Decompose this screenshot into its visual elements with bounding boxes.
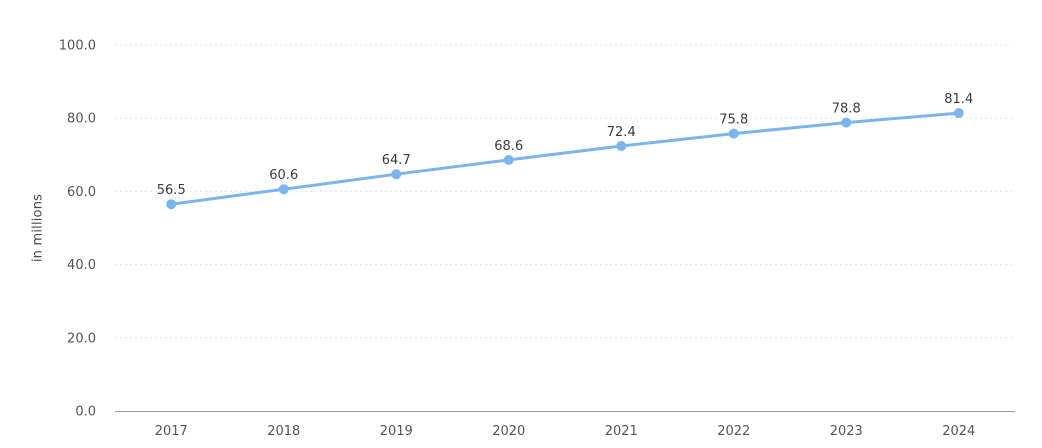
x-tick-label: 2022 [717,424,750,439]
y-tick-label: 60.0 [67,185,96,200]
x-tick-label: 2020 [492,424,525,439]
series-layer [166,108,964,210]
y-tick-label: 100.0 [59,39,96,54]
x-tick-label: 2019 [380,424,413,439]
data-label: 64.7 [382,153,411,168]
data-point[interactable] [503,154,514,165]
data-label: 60.6 [269,168,298,183]
data-label: 75.8 [719,113,748,128]
data-label: 68.6 [494,139,523,154]
data-labels: 56.5 60.6 64.7 68.6 72.4 75.8 78.8 81.4 [157,92,973,198]
data-point[interactable] [166,199,177,210]
data-point[interactable] [953,108,964,119]
series-line [169,111,961,206]
x-axis-ticks: 2017 2018 2019 2020 2021 2022 2023 2024 [155,424,976,439]
data-label: 81.4 [944,92,973,107]
y-tick-label: 20.0 [67,331,96,346]
x-tick-label: 2017 [155,424,188,439]
data-point[interactable] [278,184,289,195]
data-label: 56.5 [157,183,186,198]
data-label: 78.8 [832,102,861,117]
y-tick-label: 80.0 [67,112,96,127]
y-tick-label: 0.0 [75,405,96,420]
data-point[interactable] [728,128,739,139]
x-tick-label: 2018 [267,424,300,439]
y-axis-title: in millions [30,193,46,263]
data-label: 72.4 [607,125,636,140]
y-axis-ticks: 0.0 20.0 40.0 60.0 80.0 100.0 [59,39,96,420]
data-point[interactable] [391,169,402,180]
x-tick-label: 2021 [605,424,638,439]
data-point[interactable] [841,117,852,128]
y-tick-label: 40.0 [67,258,96,273]
x-tick-label: 2023 [830,424,863,439]
data-point[interactable] [616,141,627,152]
x-tick-label: 2024 [942,424,975,439]
gridlines [115,44,1015,339]
